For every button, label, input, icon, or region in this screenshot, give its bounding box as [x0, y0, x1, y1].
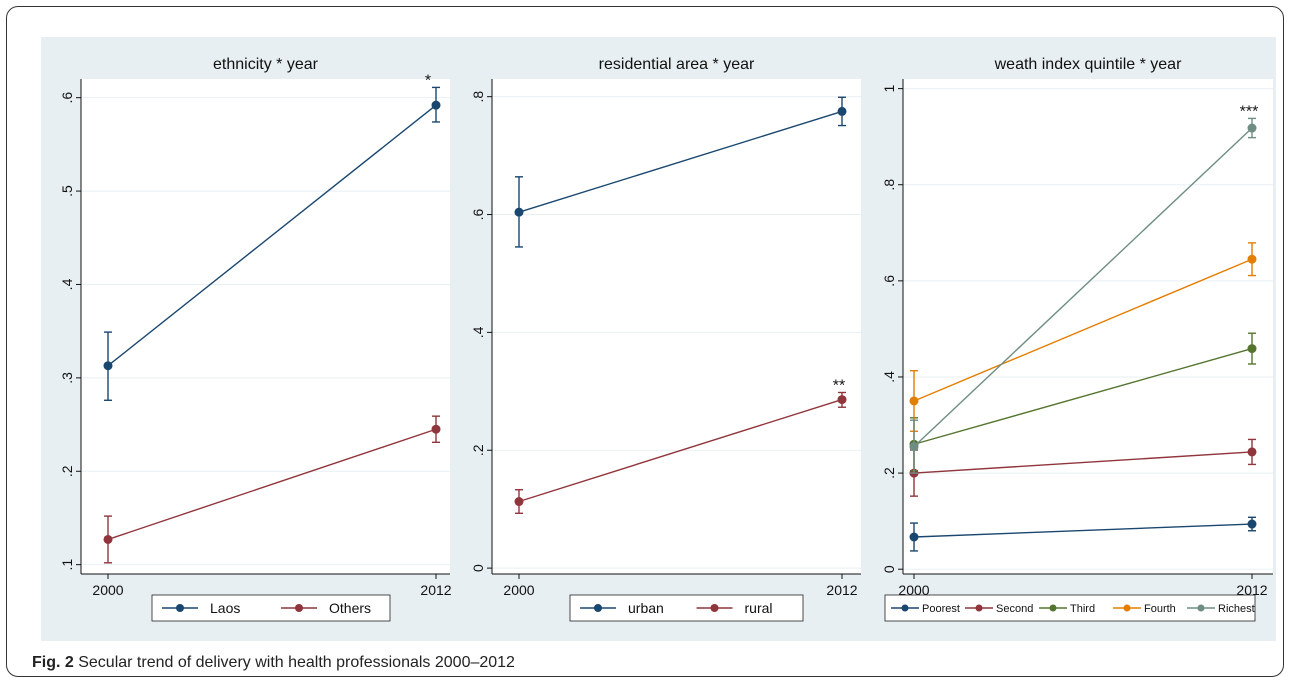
series-line-richest — [913, 127, 1253, 448]
legend-marker-poorest — [901, 604, 909, 612]
y-tick-label: .3 — [59, 372, 75, 384]
y-tick-label: 0 — [470, 564, 486, 572]
data-point-urban — [837, 106, 847, 116]
series-laos — [103, 86, 441, 401]
y-tick-label: .6 — [881, 275, 897, 287]
legend-marker-others — [295, 604, 303, 612]
legend-label-third: Third — [1070, 603, 1095, 615]
series-line-second — [913, 451, 1253, 474]
series-line-fourth — [913, 258, 1253, 402]
data-point-fourth — [1247, 254, 1257, 264]
chart-title: weath index quintile * year — [994, 56, 1182, 73]
y-tick-label: .1 — [59, 559, 75, 571]
significance-marker: *** — [1240, 103, 1259, 120]
data-point-second — [1247, 447, 1257, 457]
series-line-laos — [107, 104, 437, 367]
legend-marker-richest — [1197, 604, 1205, 612]
legend-label-second: Second — [996, 603, 1033, 615]
data-point-richest — [909, 442, 919, 452]
series-rural — [514, 391, 847, 515]
legend-label-urban: urban — [628, 600, 664, 616]
x-tick-label: 2012 — [420, 582, 451, 598]
x-tick-label: 2012 — [826, 582, 857, 598]
figure-panels: ethnicity * year .1 .2 .3 .4 .5 .6 2000 2012 * Lao… — [41, 37, 1276, 641]
series-fourth — [909, 242, 1257, 432]
series-line-urban — [518, 110, 843, 213]
caption-text: Secular trend of delivery with health pr… — [78, 654, 515, 671]
y-tick-label: .4 — [59, 278, 75, 290]
y-tick-label: .6 — [470, 208, 486, 220]
ethnicity-chart: ethnicity * year .1 .2 .3 .4 .5 .6 2000 2012 * Lao… — [59, 56, 452, 622]
legend-label-richest: Richest — [1218, 603, 1255, 615]
y-tick-label: .4 — [470, 326, 486, 338]
legend-marker-third — [1049, 604, 1057, 612]
x-tick-label: 2000 — [898, 582, 929, 598]
data-point-rural — [837, 395, 847, 405]
y-tick-label: .2 — [470, 444, 486, 456]
legend: urban rural — [569, 594, 804, 622]
significance-marker: ** — [833, 378, 845, 395]
data-point-poorest — [1247, 519, 1257, 529]
legend-marker-urban — [594, 604, 602, 612]
chart-title: ethnicity * year — [213, 56, 319, 73]
y-tick-label: .2 — [59, 465, 75, 477]
x-tick-label: 2000 — [503, 582, 534, 598]
data-point-richest — [1247, 123, 1257, 133]
plot-area — [903, 79, 1273, 574]
y-tick-label: 1 — [881, 85, 897, 93]
data-point-laos — [431, 100, 441, 110]
series-line-poorest — [913, 523, 1253, 538]
y-tick-label: .2 — [881, 467, 897, 479]
wealth-index-chart: weath index quintile * year 0 .2 .4 .6 .8 1 200… — [881, 56, 1273, 622]
data-point-fourth — [909, 396, 919, 406]
plot-area — [492, 79, 861, 574]
legend-marker-laos — [176, 604, 184, 612]
x-tick-label: 2012 — [1236, 582, 1267, 598]
series-poorest — [909, 516, 1257, 552]
legend-label-others: Others — [329, 600, 371, 616]
residential-area-chart: residential area * year 0 .2 .4 .6 .8 2000 2012… — [470, 56, 861, 622]
legend-marker-fourth — [1123, 604, 1131, 612]
series-richest — [909, 117, 1257, 474]
series-line-others — [107, 428, 437, 541]
data-point-laos — [103, 361, 113, 371]
series-line-third — [913, 347, 1253, 445]
figure-caption: Fig. 2 Secular trend of delivery with he… — [32, 654, 515, 672]
data-point-urban — [514, 207, 524, 217]
y-tick-label: .8 — [470, 91, 486, 103]
y-tick-label: .8 — [881, 179, 897, 191]
series-others — [103, 415, 441, 564]
legend: Laos Others — [151, 594, 391, 622]
legend-label-poorest: Poorest — [922, 603, 960, 615]
figure-frame: ethnicity * year .1 .2 .3 .4 .5 .6 2000 2012 * Lao… — [6, 6, 1284, 677]
series-line-rural — [518, 398, 843, 503]
y-tick-label: .6 — [59, 92, 75, 104]
y-tick-label: .4 — [881, 371, 897, 383]
legend-label-fourth: Fourth — [1144, 603, 1176, 615]
data-point-others — [103, 534, 113, 544]
legend-marker-rural — [710, 604, 719, 612]
legend-marker-second — [975, 604, 983, 612]
legend-label-laos: Laos — [210, 600, 240, 616]
y-tick-label: 0 — [881, 565, 897, 573]
legend-label-rural: rural — [745, 600, 773, 616]
data-point-third — [1247, 344, 1257, 354]
data-point-poorest — [909, 532, 919, 542]
significance-marker: * — [425, 72, 431, 89]
y-tick-label: .5 — [59, 185, 75, 197]
legend: Poorest Second Third Fourth Richest — [884, 594, 1256, 622]
data-point-others — [431, 424, 441, 434]
x-tick-label: 2000 — [92, 582, 123, 598]
data-point-rural — [514, 497, 524, 507]
figure-label: Fig. 2 — [32, 654, 74, 671]
chart-title: residential area * year — [599, 56, 755, 73]
plot-area — [81, 79, 450, 574]
series-urban — [514, 96, 847, 248]
